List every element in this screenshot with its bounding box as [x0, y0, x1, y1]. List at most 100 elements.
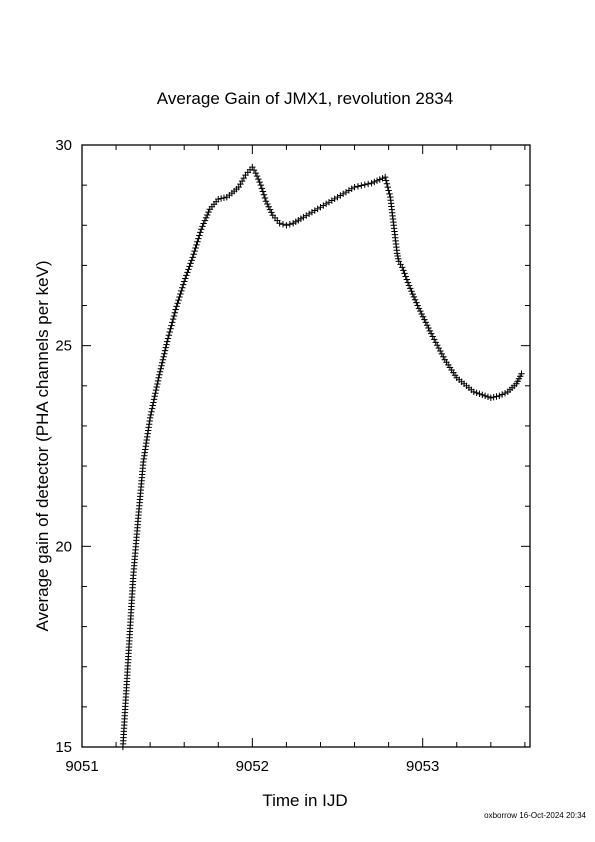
data-point [342, 188, 350, 196]
data-point [498, 391, 506, 398]
data-point [205, 208, 212, 216]
data-point [255, 175, 262, 183]
data-point [169, 319, 176, 326]
data-point [176, 293, 183, 301]
x-tick-label: 9052 [236, 758, 269, 775]
footer-credit: oxborrow 16-Oct-2024 20:34 [484, 811, 586, 820]
data-point [166, 328, 173, 336]
data-point [418, 310, 425, 318]
data-point [198, 226, 205, 233]
data-point [149, 402, 156, 409]
data-point [186, 263, 193, 270]
data-point [171, 309, 179, 316]
data-point [146, 414, 154, 422]
data-point [314, 205, 321, 213]
data-point [397, 261, 404, 268]
data-point [518, 370, 525, 377]
data-point [199, 223, 206, 230]
data-point [161, 350, 168, 357]
data-point [334, 193, 341, 201]
data-point [376, 176, 383, 183]
data-point [217, 195, 225, 202]
data-point [268, 209, 275, 216]
data-point [383, 180, 391, 187]
data-point [200, 220, 207, 227]
data-point [399, 264, 406, 271]
data-point [361, 181, 368, 188]
data-point [311, 207, 318, 214]
data-point [161, 347, 169, 354]
data-point [345, 187, 353, 194]
data-point [197, 229, 204, 236]
data-point [220, 194, 228, 202]
data-point [473, 389, 480, 397]
data-point [394, 252, 401, 260]
data-points [119, 163, 525, 751]
data-point [240, 174, 248, 182]
data-point [177, 290, 184, 298]
data-point [283, 222, 290, 229]
data-point [415, 305, 423, 312]
data-point [266, 206, 274, 213]
y-tick-label: 20 [55, 538, 72, 555]
data-point [191, 247, 198, 255]
data-point [423, 322, 431, 329]
data-point [410, 293, 418, 301]
data-point [409, 290, 416, 298]
data-point [368, 179, 375, 187]
data-point [168, 322, 175, 329]
data-point [308, 209, 316, 216]
data-point [413, 299, 420, 306]
data-point [385, 187, 392, 194]
data-point [476, 390, 483, 398]
data-point [440, 353, 447, 361]
data-point [317, 204, 324, 211]
data-point [496, 392, 503, 400]
data-point [373, 177, 381, 184]
data-point [358, 182, 365, 189]
x-axis-label: Time in IJD [262, 791, 347, 810]
data-point [400, 267, 407, 274]
data-point [405, 282, 413, 289]
data-point [479, 391, 486, 399]
data-point [159, 359, 166, 366]
data-point [470, 388, 477, 396]
data-point [320, 202, 327, 209]
data-point [419, 313, 427, 320]
data-point [195, 235, 202, 242]
data-point [337, 192, 344, 199]
data-point [152, 386, 160, 394]
data-point [354, 183, 362, 190]
data-point [411, 296, 419, 303]
data-point [154, 380, 161, 388]
data-point [386, 190, 393, 198]
data-point [159, 356, 167, 363]
data-point [256, 178, 263, 186]
data-point [157, 365, 164, 372]
x-tick-label: 9053 [406, 758, 439, 775]
data-point [151, 393, 158, 400]
data-point [194, 238, 201, 245]
data-point [259, 188, 267, 195]
data-point [162, 344, 169, 351]
data-point [158, 362, 165, 369]
data-point [184, 269, 191, 276]
data-point [182, 275, 189, 282]
data-point [152, 390, 159, 397]
data-point [421, 316, 428, 323]
data-point [163, 338, 171, 345]
data-point [183, 272, 190, 279]
data-point [153, 383, 160, 391]
data-point [322, 200, 330, 208]
data-point [179, 284, 186, 291]
data-point [190, 251, 197, 258]
data-point [215, 195, 222, 203]
y-tick-label: 15 [55, 739, 72, 756]
y-tick-label: 25 [55, 338, 72, 355]
data-point [265, 203, 272, 211]
data-point [258, 185, 266, 192]
chart-title: Average Gain of JMX1, revolution 2834 [157, 89, 453, 108]
data-point [422, 319, 429, 326]
data-point [175, 296, 182, 304]
data-point [148, 405, 156, 412]
